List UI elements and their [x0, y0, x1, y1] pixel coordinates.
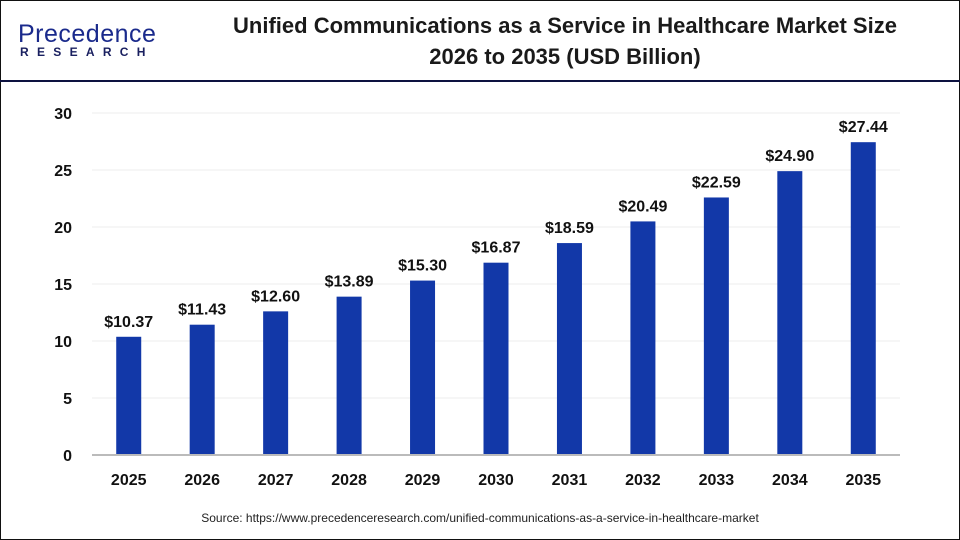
y-tick-label: 10	[54, 334, 72, 351]
data-label: $22.59	[692, 174, 741, 191]
bar	[703, 197, 729, 455]
logo: Precedence RESEARCH	[16, 20, 156, 64]
logo-wordmark: Precedence	[18, 20, 157, 48]
y-tick-label: 20	[54, 220, 72, 237]
x-tick-label: 2034	[772, 472, 808, 489]
x-tick-label: 2035	[845, 472, 881, 489]
data-label: $10.37	[104, 314, 153, 331]
bar	[777, 171, 803, 455]
data-label: $15.30	[398, 258, 447, 275]
title-line-1: Unified Communications as a Service in H…	[233, 13, 897, 38]
bar	[336, 296, 362, 455]
data-label: $18.59	[545, 220, 594, 237]
x-tick-label: 2029	[405, 472, 441, 489]
x-tick-label: 2032	[625, 472, 661, 489]
y-tick-label: 5	[63, 391, 72, 408]
y-tick-label: 30	[54, 106, 72, 123]
bar	[850, 142, 876, 455]
x-tick-label: 2027	[258, 472, 294, 489]
bar	[410, 280, 436, 455]
bar	[483, 262, 509, 455]
data-label: $24.90	[765, 148, 814, 165]
x-tick-label: 2031	[552, 472, 588, 489]
bar	[116, 336, 142, 455]
bar	[556, 243, 582, 455]
x-tick-label: 2026	[184, 472, 220, 489]
x-tick-label: 2030	[478, 472, 514, 489]
bar	[189, 324, 215, 455]
header-divider	[0, 80, 960, 82]
x-tick-label: 2033	[699, 472, 735, 489]
data-label: $13.89	[325, 274, 374, 291]
data-label: $16.87	[472, 240, 521, 257]
data-label: $20.49	[618, 198, 667, 215]
bar	[630, 221, 656, 455]
logo-subtitle: RESEARCH	[20, 45, 154, 59]
source-note: Source: https://www.precedenceresearch.c…	[201, 511, 759, 525]
x-tick-label: 2025	[111, 472, 147, 489]
data-label: $27.44	[839, 119, 888, 136]
title-line-2: 2026 to 2035 (USD Billion)	[429, 44, 701, 69]
x-tick-label: 2028	[331, 472, 367, 489]
chart-title: Unified Communications as a Service in H…	[180, 10, 950, 72]
data-label: $11.43	[178, 302, 226, 319]
data-label: $12.60	[251, 288, 300, 305]
y-tick-label: 15	[54, 277, 72, 294]
y-tick-label: 0	[63, 448, 72, 465]
y-tick-label: 25	[54, 163, 72, 180]
bar	[263, 311, 289, 455]
